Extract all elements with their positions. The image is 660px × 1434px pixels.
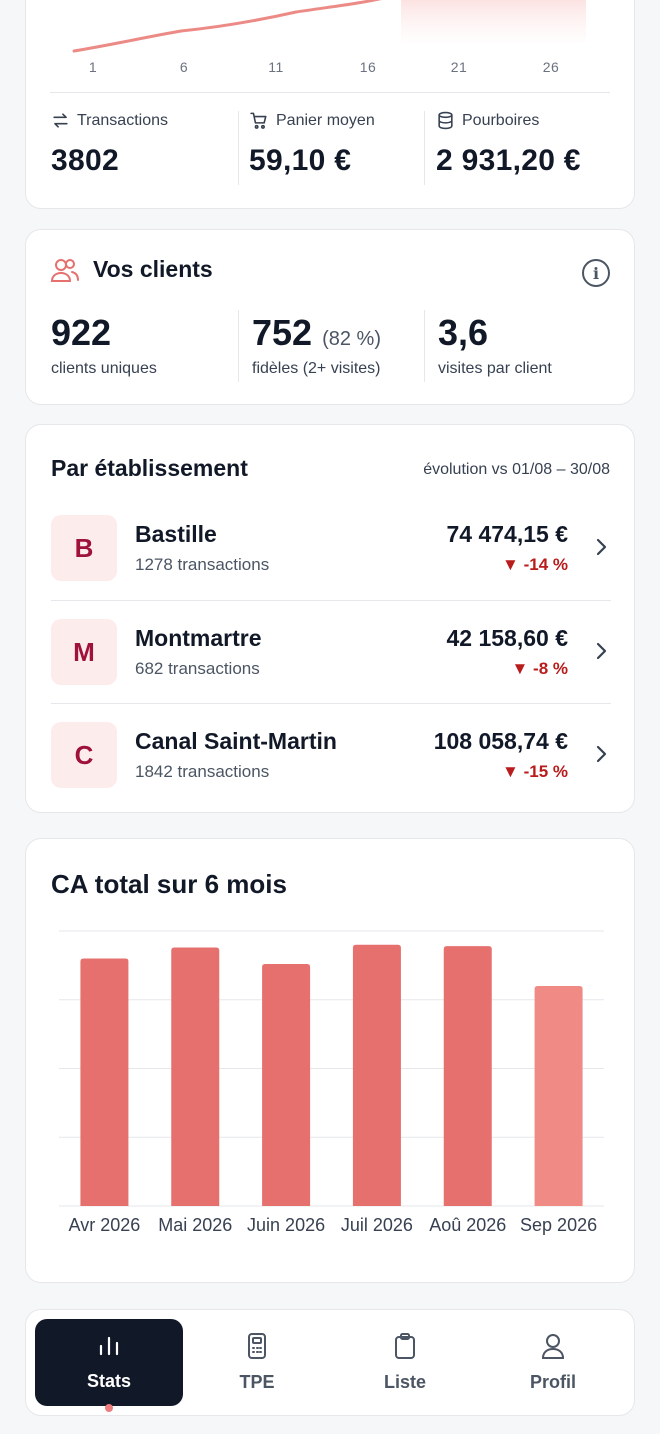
- x-tick-label: Mai 2026: [158, 1215, 232, 1235]
- bar[interactable]: [534, 986, 583, 1206]
- nav-item-liste[interactable]: Liste: [331, 1319, 479, 1406]
- stat-loyal-clients: 752 (82 %) fidèles (2+ visites): [252, 312, 381, 378]
- nav-item-profil[interactable]: Profil: [479, 1319, 627, 1406]
- stat-value: 922: [51, 312, 112, 353]
- divider: [424, 310, 425, 382]
- clients-card: Vos clients i 922 clients uniques 752 (8…: [25, 229, 635, 405]
- bar[interactable]: [171, 947, 220, 1207]
- establishment-row-bastille[interactable]: B Bastille 1278 transactions 74 474,15 €…: [51, 499, 611, 603]
- day-tick: 16: [359, 59, 377, 75]
- establishment-row-canal-saint-martin[interactable]: C Canal Saint-Martin 1842 transactions 1…: [51, 706, 611, 810]
- nav-label: Stats: [86, 1370, 131, 1391]
- summary-card: 1 6 11 16 21 26 Transactions 3802 Panier…: [25, 0, 635, 209]
- metric-tips: Pourboires 2 931,20 €: [436, 111, 581, 187]
- metric-value: 2 931,20 €: [436, 144, 581, 177]
- revenue-amount: 108 058,74 €: [433, 728, 568, 754]
- bottom-nav: Stats TPE Liste Profil: [25, 1309, 635, 1416]
- avatar: M: [51, 619, 117, 685]
- divider: [50, 92, 610, 93]
- metric-value: 59,10 €: [249, 144, 352, 177]
- metric-average-basket: Panier moyen 59,10 €: [249, 111, 375, 187]
- avatar: B: [51, 515, 117, 581]
- revenue-amount: 42 158,60 €: [446, 625, 568, 651]
- establishments-card: Par établissement évolution vs 01/08 – 3…: [25, 424, 635, 813]
- x-tick-label: Juin 2026: [247, 1215, 325, 1235]
- stat-value: 752: [252, 312, 313, 353]
- divider: [51, 703, 611, 704]
- chevron-right-icon: [595, 641, 609, 666]
- revenue-bar-chart: Avr 2026 Mai 2026 Juin 2026 Juil 2026 Aoû 20…: [59, 930, 604, 1235]
- delta-badge: ▼ -8 %: [511, 659, 568, 678]
- nav-item-stats[interactable]: Stats: [35, 1319, 183, 1406]
- transaction-count: 682 transactions: [135, 659, 260, 678]
- bar[interactable]: [352, 944, 401, 1206]
- transaction-count: 1278 transactions: [135, 555, 270, 574]
- stat-visits-per-client: 3,6 visites par client: [438, 312, 552, 378]
- nav-label: Profil: [529, 1371, 576, 1392]
- bar[interactable]: [262, 964, 311, 1206]
- bar-chart-icon: [97, 1334, 121, 1363]
- bar[interactable]: [443, 946, 492, 1206]
- bar[interactable]: [80, 958, 129, 1207]
- day-tick: 21: [450, 59, 468, 75]
- metric-transactions: Transactions 3802: [51, 111, 168, 187]
- stat-label: fidèles (2+ visites): [252, 360, 381, 377]
- delta-badge: ▼ -15 %: [502, 762, 568, 781]
- clipboard-icon: [393, 1332, 417, 1364]
- divider: [51, 600, 611, 601]
- stat-label: visites par client: [438, 360, 552, 377]
- divider: [424, 111, 425, 185]
- info-icon[interactable]: i: [582, 259, 610, 287]
- stat-value: 3,6: [438, 312, 489, 353]
- clients-title: Vos clients: [93, 256, 213, 282]
- transaction-count: 1842 transactions: [135, 762, 270, 781]
- chevron-right-icon: [595, 744, 609, 769]
- metric-value: 3802: [51, 144, 119, 177]
- metric-label: Transactions: [77, 111, 168, 129]
- nav-label: Liste: [383, 1371, 426, 1392]
- revenue-chart-card: CA total sur 6 mois Avr 2026 Mai 2026 Juin…: [25, 838, 635, 1283]
- stat-unique-clients: 922 clients uniques: [51, 312, 157, 378]
- day-tick: 1: [88, 59, 98, 75]
- x-tick-label: Aoû 2026: [429, 1215, 506, 1235]
- day-tick: 26: [542, 59, 560, 75]
- delta-badge: ▼ -14 %: [502, 555, 568, 574]
- avatar: C: [51, 722, 117, 788]
- x-tick-label: Sep 2026: [520, 1215, 597, 1235]
- day-tick: 6: [179, 59, 189, 75]
- stat-percent: (82 %): [322, 328, 381, 350]
- arrows-swap-icon: [51, 111, 70, 130]
- chevron-right-icon: [595, 537, 609, 562]
- establishment-row-montmartre[interactable]: M Montmartre 682 transactions 42 158,60 …: [51, 603, 611, 707]
- establishment-name: Bastille: [135, 521, 217, 547]
- comparison-period: évolution vs 01/08 – 30/08: [423, 461, 610, 478]
- active-indicator-dot: [105, 1404, 113, 1412]
- chart-title: CA total sur 6 mois: [51, 869, 287, 899]
- day-tick: 11: [268, 59, 284, 75]
- nav-item-tpe[interactable]: TPE: [183, 1319, 331, 1406]
- coins-icon: [436, 111, 455, 130]
- divider: [238, 310, 239, 382]
- section-title: Par établissement: [51, 455, 248, 481]
- revenue-amount: 74 474,15 €: [446, 521, 568, 547]
- x-tick-label: Avr 2026: [69, 1215, 141, 1235]
- cart-icon: [249, 111, 269, 130]
- establishment-name: Montmartre: [135, 625, 262, 651]
- divider: [238, 111, 239, 185]
- metric-label: Pourboires: [462, 111, 540, 129]
- card-terminal-icon: [245, 1332, 269, 1364]
- x-tick-label: Juil 2026: [341, 1215, 413, 1235]
- line-chart-series: [72, 0, 382, 53]
- establishment-name: Canal Saint-Martin: [135, 728, 337, 754]
- day-axis: 1 6 11 16 21 26: [26, 59, 636, 79]
- nav-label: TPE: [239, 1371, 275, 1392]
- daily-line-chart: [72, 0, 586, 53]
- stat-label: clients uniques: [51, 360, 157, 377]
- users-icon: [51, 257, 79, 283]
- user-icon: [541, 1333, 565, 1364]
- metric-label: Panier moyen: [276, 111, 375, 129]
- line-chart-fill: [401, 0, 586, 43]
